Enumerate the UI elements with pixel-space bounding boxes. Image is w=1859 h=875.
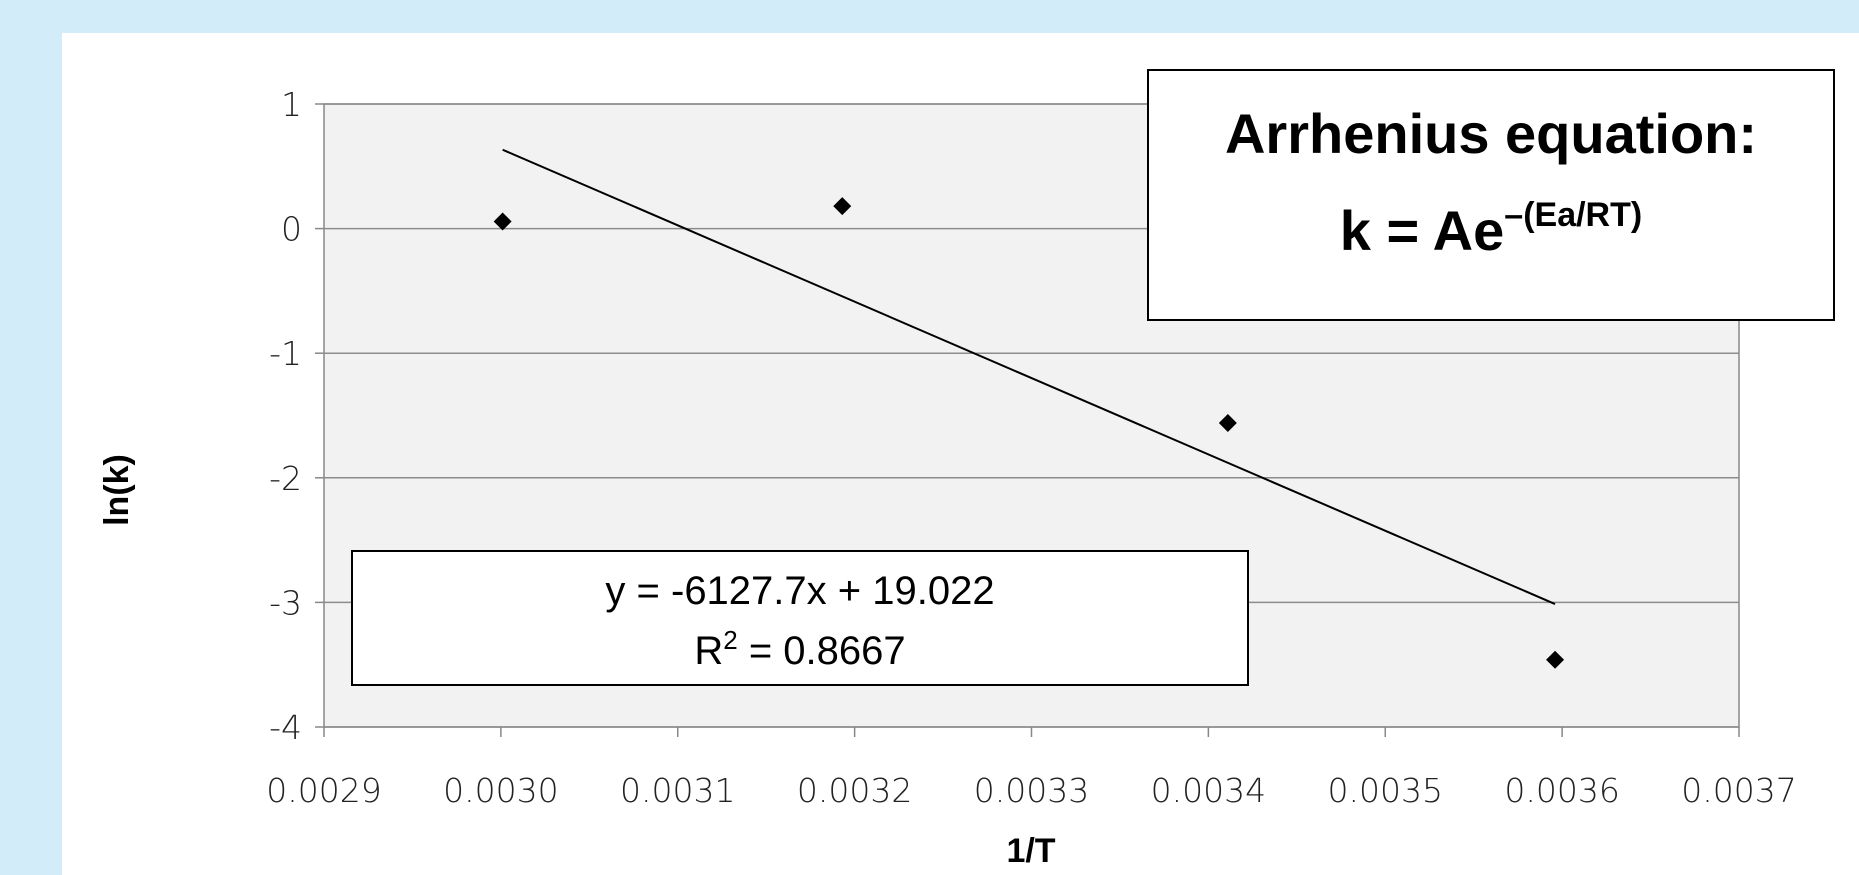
trendline-label-box	[351, 550, 1249, 686]
x-tick-label: 0.0032	[797, 771, 912, 810]
x-tick-label: 0.0033	[974, 771, 1089, 810]
r-squared-prefix: R	[694, 629, 723, 673]
trendline-r-squared: R2 = 0.8667	[694, 625, 905, 673]
trendline-equation: y = -6127.7x + 19.022	[605, 569, 994, 613]
x-tick-label: 0.0030	[443, 771, 558, 810]
annotation-box	[1147, 69, 1835, 321]
r-squared-value: = 0.8667	[738, 629, 906, 673]
trendline	[502, 148, 1556, 605]
data-point	[1218, 413, 1237, 432]
x-tick-label: 0.0037	[1681, 771, 1796, 810]
x-tick-label: 0.0029	[266, 771, 381, 810]
y-tick-label: -2	[269, 459, 302, 498]
r-squared-sup: 2	[723, 625, 737, 655]
y-tick-label: -4	[269, 708, 302, 747]
x-tick-label: 0.0034	[1151, 771, 1266, 810]
annotation-title: Arrhenius equation:	[1225, 102, 1757, 165]
annotation-formula: k = Ae–(Ea/RT)	[1340, 196, 1642, 262]
y-tick-label: -3	[269, 583, 302, 622]
y-axis-title: ln(k)	[98, 454, 136, 526]
y-tick-label: 0	[281, 210, 302, 249]
data-point	[493, 212, 512, 231]
y-tick-label: 1	[281, 85, 302, 124]
x-axis-title: 1/T	[1006, 832, 1055, 870]
x-tick-label: 0.0036	[1504, 771, 1619, 810]
x-tick-label: 0.0031	[620, 771, 735, 810]
data-point	[833, 197, 852, 216]
formula-base: k = Ae	[1340, 199, 1504, 262]
y-tick-label: -1	[269, 334, 302, 373]
marks	[493, 148, 1565, 669]
formula-exponent: –(Ea/RT)	[1504, 196, 1642, 234]
data-point	[1546, 650, 1565, 669]
x-tick-label: 0.0035	[1328, 771, 1443, 810]
